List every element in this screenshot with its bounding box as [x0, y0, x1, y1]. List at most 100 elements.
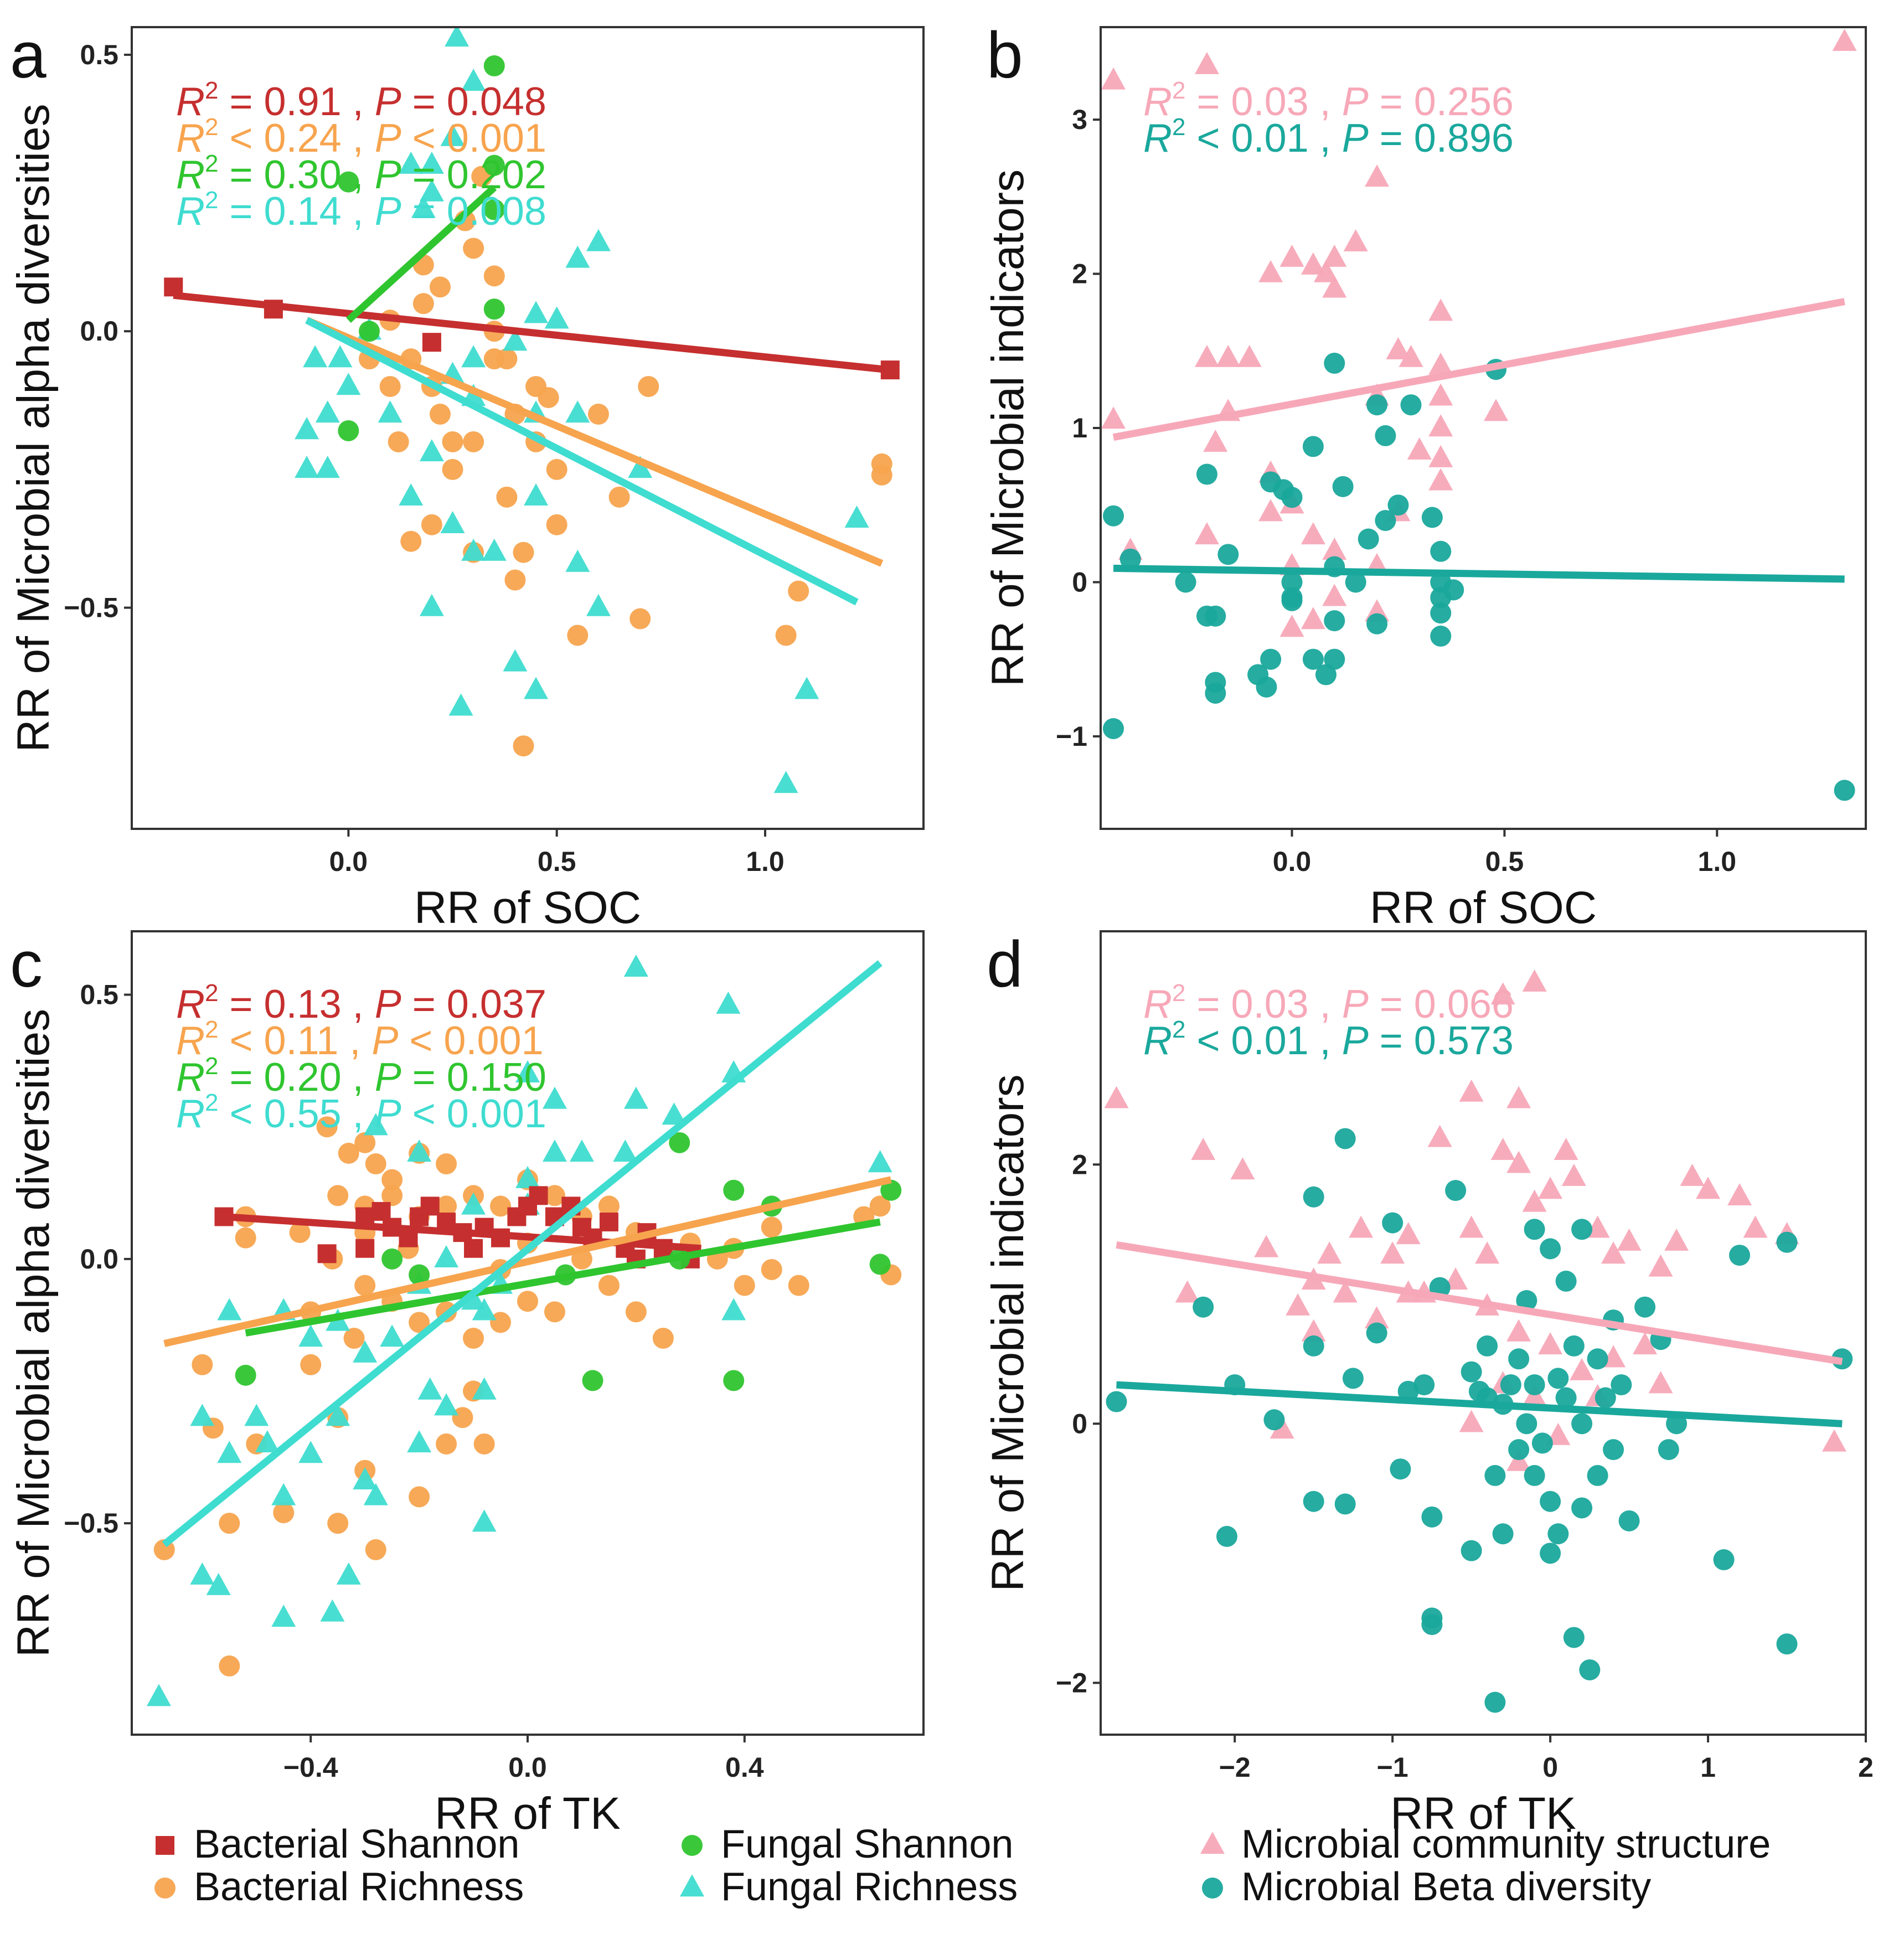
stat-annotation: R2 < 0.01 , P = 0.573	[1143, 1016, 1514, 1063]
data-point	[1508, 1348, 1530, 1370]
data-point	[1611, 1374, 1632, 1396]
x-tick-label: 1.0	[746, 846, 785, 877]
legend-item: Bacterial Richness	[154, 1865, 524, 1909]
stat-r-symbol: R	[176, 189, 205, 234]
data-point	[1230, 1157, 1255, 1180]
y-tick-label: −0.5	[64, 592, 118, 623]
data-point	[1281, 590, 1303, 611]
data-point	[1332, 476, 1354, 497]
data-point	[409, 1312, 430, 1333]
data-point	[716, 991, 741, 1014]
data-point	[464, 1239, 483, 1258]
data-point	[1430, 602, 1452, 624]
data-points	[164, 28, 900, 793]
data-point	[482, 538, 507, 561]
stat-r-exponent: 2	[205, 187, 218, 214]
data-point	[1421, 1614, 1443, 1636]
data-point	[359, 321, 380, 342]
x-tick-label: −0.4	[283, 1752, 338, 1783]
x-axis-label: RR of SOC	[414, 883, 641, 933]
data-point	[1205, 682, 1226, 704]
data-point	[381, 1185, 403, 1206]
stat-r-symbol: R	[1143, 1019, 1172, 1063]
data-point	[363, 1113, 388, 1136]
data-point	[303, 345, 328, 368]
stat-annotation: R2 = 0.91 , P = 0.048	[176, 77, 546, 124]
data-point	[407, 1139, 432, 1162]
data-point	[1563, 1627, 1585, 1648]
data-point	[343, 1328, 365, 1349]
data-point	[1103, 505, 1124, 527]
stat-p-value: < 0.001	[401, 116, 546, 161]
data-point	[1547, 1523, 1569, 1545]
data-point	[434, 1245, 459, 1268]
data-point	[1696, 1177, 1721, 1199]
data-point	[1571, 1497, 1593, 1519]
data-point	[472, 1509, 497, 1532]
data-point	[1322, 275, 1347, 298]
data-point	[315, 400, 340, 423]
data-point	[483, 55, 505, 76]
data-point	[1196, 463, 1217, 485]
data-point	[295, 417, 319, 440]
data-point	[1387, 494, 1409, 516]
plot-frame	[1100, 930, 1867, 1736]
data-point	[1540, 1491, 1561, 1512]
data-point	[628, 456, 653, 478]
fit-lines	[162, 960, 892, 1548]
data-point	[1301, 607, 1325, 630]
data-point	[365, 1153, 386, 1175]
data-point	[598, 1195, 620, 1217]
data-point	[461, 538, 486, 561]
data-point	[1375, 425, 1396, 446]
data-point	[1334, 1128, 1356, 1149]
data-point	[353, 1340, 378, 1363]
data-point	[1279, 615, 1304, 637]
data-point	[1281, 487, 1303, 508]
stat-annotation: R2 = 0.03 , P = 0.256	[1143, 77, 1514, 124]
stat-p-symbol: P	[1342, 982, 1369, 1027]
series-fungal-shannon	[338, 55, 505, 441]
data-point	[440, 123, 465, 146]
data-point	[1396, 1222, 1421, 1245]
data-point	[217, 1441, 242, 1463]
x-tick-label: 0.5	[1485, 846, 1524, 877]
data-point	[773, 771, 798, 793]
data-point	[524, 301, 549, 323]
data-point	[483, 265, 505, 287]
legend-label: Microbial Beta diversity	[1241, 1865, 1651, 1909]
data-point	[1524, 1464, 1545, 1486]
data-point	[1324, 610, 1345, 632]
data-point	[1428, 445, 1453, 467]
data-point	[1260, 648, 1282, 670]
data-point	[328, 345, 353, 368]
data-point	[354, 1132, 376, 1153]
data-point	[1477, 1335, 1498, 1357]
stat-r-symbol: R	[176, 982, 205, 1027]
data-point	[1822, 1429, 1847, 1452]
stat-r-exponent: 2	[205, 150, 218, 177]
fit-line	[162, 960, 883, 1548]
fit-line	[1113, 564, 1845, 583]
data-point	[490, 1195, 512, 1217]
data-point	[546, 458, 567, 480]
data-point	[524, 677, 549, 699]
legend-marker	[1200, 1832, 1225, 1854]
data-point	[1279, 244, 1304, 267]
data-point	[1554, 1138, 1578, 1161]
stat-r-exponent: 2	[205, 1016, 218, 1043]
panel-b: b 0.0 0.5 1.0 −1 0 1 2 3 RR of SOC RR of Microbial…	[983, 19, 1867, 933]
data-point	[422, 333, 441, 352]
data-point	[1194, 522, 1219, 545]
data-point	[1102, 406, 1126, 429]
stat-r2-value: < 0.01 ,	[1185, 116, 1341, 161]
data-point	[206, 1572, 231, 1595]
data-point	[1538, 1332, 1563, 1355]
data-point	[1303, 1491, 1324, 1512]
data-point	[1618, 1510, 1640, 1531]
stat-r2-value: < 0.55 ,	[218, 1092, 374, 1136]
panel-letter-d: d	[987, 928, 1023, 1001]
data-point	[419, 179, 444, 202]
legend-label: Bacterial Richness	[194, 1865, 524, 1909]
